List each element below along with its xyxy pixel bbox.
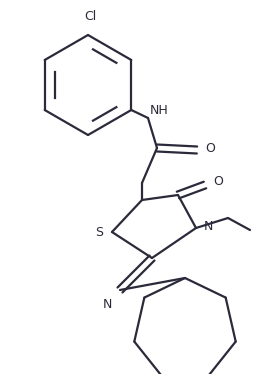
Text: NH: NH: [150, 104, 169, 116]
Text: O: O: [205, 141, 215, 154]
Text: Cl: Cl: [84, 10, 96, 23]
Text: S: S: [95, 226, 103, 239]
Text: O: O: [213, 175, 223, 187]
Text: N: N: [103, 298, 112, 311]
Text: N: N: [203, 220, 213, 233]
